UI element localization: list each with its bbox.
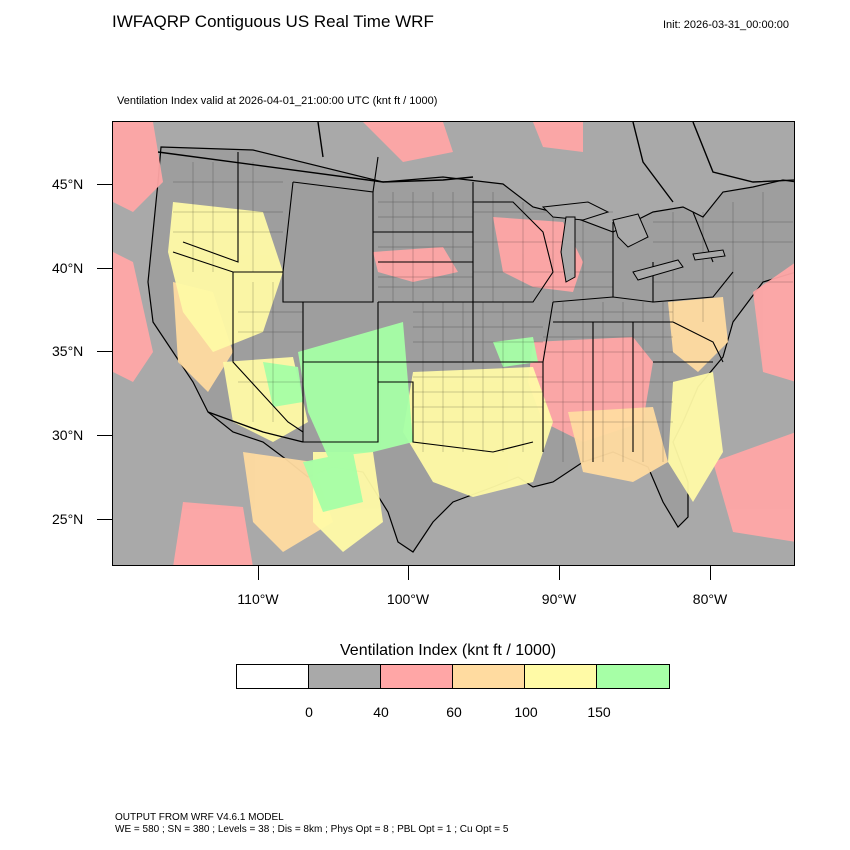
legend-box-green: [597, 665, 669, 688]
plot-subtitle: Ventilation Index valid at 2026-04-01_21…: [117, 95, 438, 107]
legend-colorbar: [236, 664, 670, 689]
lon-label-90: 90°W: [541, 591, 577, 607]
legend-box-white: [237, 665, 309, 688]
legend-tick-label: 100: [514, 704, 538, 720]
international-borders: [157, 122, 794, 443]
lat-label-35: 35°N: [52, 343, 84, 359]
model-parameters: WE = 580 ; SN = 380 ; Levels = 38 ; Dis …: [115, 824, 509, 835]
lat-tick: [97, 351, 112, 352]
legend-tick-label: 60: [446, 704, 462, 720]
map-panel: [112, 121, 795, 566]
legend-tick-label: 0: [305, 704, 313, 720]
legend-tick-label: 40: [373, 704, 389, 720]
lat-label-45: 45°N: [52, 176, 84, 192]
lat-label-25: 25°N: [52, 511, 84, 527]
pink-regions: [113, 122, 794, 565]
county-lines: [173, 162, 793, 462]
lon-label-110: 110°W: [237, 591, 279, 607]
legend-box-pink: [381, 665, 453, 688]
legend-tick-label: 150: [587, 704, 611, 720]
lon-label-80: 80°W: [692, 591, 728, 607]
lon-tick: [559, 566, 560, 580]
lat-tick: [97, 268, 112, 269]
lon-tick: [408, 566, 409, 580]
plot-title: IWFAQRP Contiguous US Real Time WRF: [112, 12, 434, 31]
legend-title: Ventilation Index (knt ft / 1000): [340, 642, 557, 659]
lat-tick: [97, 184, 112, 185]
init-time: Init: 2026-03-31_00:00:00: [663, 19, 789, 31]
lon-tick: [710, 566, 711, 580]
lon-tick: [258, 566, 259, 580]
legend-box-gray: [309, 665, 381, 688]
legend-box-yellow: [525, 665, 597, 688]
lat-tick: [97, 519, 112, 520]
lon-label-100: 100°W: [386, 591, 430, 607]
lat-label-40: 40°N: [52, 260, 84, 276]
great-lakes: [541, 201, 726, 283]
legend-box-orange: [453, 665, 525, 688]
lat-tick: [97, 435, 112, 436]
model-info: OUTPUT FROM WRF V4.6.1 MODEL: [115, 812, 284, 823]
lat-label-30: 30°N: [52, 427, 84, 443]
ventilation-map: [113, 122, 794, 565]
